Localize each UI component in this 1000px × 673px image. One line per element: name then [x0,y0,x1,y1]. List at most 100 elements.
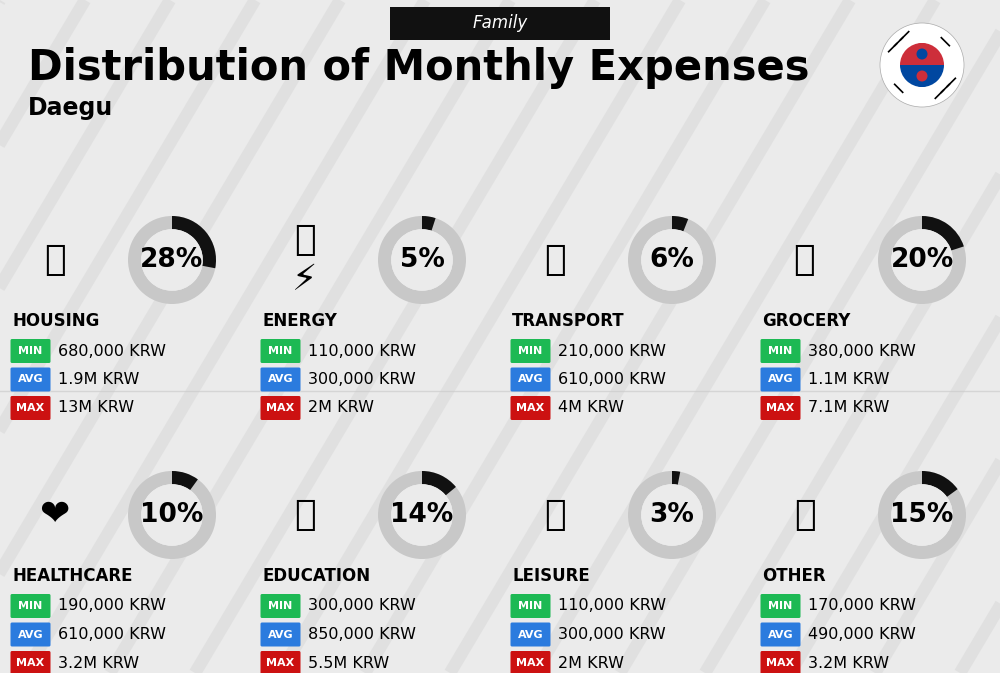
Text: MIN: MIN [268,346,293,356]
Text: ENERGY: ENERGY [262,312,337,330]
Circle shape [891,229,953,291]
FancyBboxPatch shape [10,396,50,420]
Text: AVG: AVG [768,374,793,384]
Text: 300,000 KRW: 300,000 KRW [308,372,416,387]
Text: HEALTHCARE: HEALTHCARE [12,567,132,585]
Text: 4M KRW: 4M KRW [558,400,624,415]
Wedge shape [628,216,716,304]
FancyBboxPatch shape [10,339,50,363]
Text: 🏢: 🏢 [44,243,66,277]
Text: AVG: AVG [268,629,293,639]
Text: 28%: 28% [140,247,204,273]
Circle shape [391,229,453,291]
Text: MIN: MIN [268,601,293,611]
Text: EDUCATION: EDUCATION [262,567,370,585]
Text: 680,000 KRW: 680,000 KRW [58,343,166,359]
FancyBboxPatch shape [260,594,300,618]
Circle shape [391,484,453,546]
Wedge shape [378,216,466,304]
Circle shape [911,65,933,87]
Text: Family: Family [472,15,528,32]
Circle shape [911,43,933,65]
Text: 2M KRW: 2M KRW [558,656,624,670]
FancyBboxPatch shape [390,7,610,40]
FancyBboxPatch shape [10,651,50,673]
FancyBboxPatch shape [761,367,801,392]
Text: 380,000 KRW: 380,000 KRW [808,343,916,359]
FancyBboxPatch shape [761,339,801,363]
Text: 13M KRW: 13M KRW [58,400,134,415]
Text: 170,000 KRW: 170,000 KRW [808,598,916,614]
Text: TRANSPORT: TRANSPORT [512,312,625,330]
Text: 1.1M KRW: 1.1M KRW [808,372,890,387]
Text: AVG: AVG [18,374,43,384]
Circle shape [641,484,703,546]
Wedge shape [878,471,966,559]
Text: 🏠
⚡: 🏠 ⚡ [292,223,318,297]
Text: 110,000 KRW: 110,000 KRW [308,343,416,359]
Text: 850,000 KRW: 850,000 KRW [308,627,416,642]
Text: Distribution of Monthly Expenses: Distribution of Monthly Expenses [28,47,810,89]
FancyBboxPatch shape [511,367,551,392]
Text: 1.9M KRW: 1.9M KRW [58,372,139,387]
Text: LEISURE: LEISURE [512,567,590,585]
FancyBboxPatch shape [761,594,801,618]
Text: 300,000 KRW: 300,000 KRW [558,627,666,642]
FancyBboxPatch shape [260,651,300,673]
Text: 110,000 KRW: 110,000 KRW [558,598,666,614]
Text: MIN: MIN [18,346,43,356]
Circle shape [641,229,703,291]
FancyBboxPatch shape [511,594,551,618]
FancyBboxPatch shape [10,594,50,618]
Text: MIN: MIN [768,346,793,356]
Text: MAX: MAX [516,658,545,668]
Wedge shape [422,216,436,231]
Text: 🚌: 🚌 [544,243,566,277]
Text: 🛍️: 🛍️ [794,243,816,277]
Circle shape [917,48,928,59]
Text: HOUSING: HOUSING [12,312,99,330]
Text: MIN: MIN [768,601,793,611]
Text: MAX: MAX [766,658,795,668]
Wedge shape [672,471,680,485]
Text: 7.1M KRW: 7.1M KRW [808,400,889,415]
Text: 5.5M KRW: 5.5M KRW [308,656,389,670]
FancyBboxPatch shape [260,396,300,420]
Text: AVG: AVG [518,374,543,384]
Text: ❤️: ❤️ [40,498,70,532]
FancyBboxPatch shape [511,396,551,420]
Text: OTHER: OTHER [762,567,826,585]
Text: MAX: MAX [266,658,295,668]
Wedge shape [900,65,944,87]
Text: Daegu: Daegu [28,96,113,120]
FancyBboxPatch shape [761,651,801,673]
Text: 3.2M KRW: 3.2M KRW [808,656,889,670]
Circle shape [891,484,953,546]
Wedge shape [172,471,198,490]
Text: MIN: MIN [518,601,543,611]
Text: 2M KRW: 2M KRW [308,400,374,415]
Text: 15%: 15% [890,502,954,528]
Text: MAX: MAX [516,403,545,413]
Text: 300,000 KRW: 300,000 KRW [308,598,416,614]
Text: MAX: MAX [16,658,45,668]
Text: AVG: AVG [518,629,543,639]
Text: AVG: AVG [268,374,293,384]
FancyBboxPatch shape [511,339,551,363]
Wedge shape [922,471,958,497]
Text: 20%: 20% [890,247,954,273]
Wedge shape [922,216,964,250]
Text: 🎓: 🎓 [294,498,316,532]
Circle shape [880,23,964,107]
FancyBboxPatch shape [10,623,50,647]
Text: 14%: 14% [390,502,454,528]
Wedge shape [878,216,966,304]
Wedge shape [628,471,716,559]
Wedge shape [672,216,688,232]
Text: 610,000 KRW: 610,000 KRW [558,372,666,387]
Wedge shape [422,471,456,495]
Text: 210,000 KRW: 210,000 KRW [558,343,666,359]
Wedge shape [128,471,216,559]
Text: AVG: AVG [18,629,43,639]
Circle shape [141,484,203,546]
